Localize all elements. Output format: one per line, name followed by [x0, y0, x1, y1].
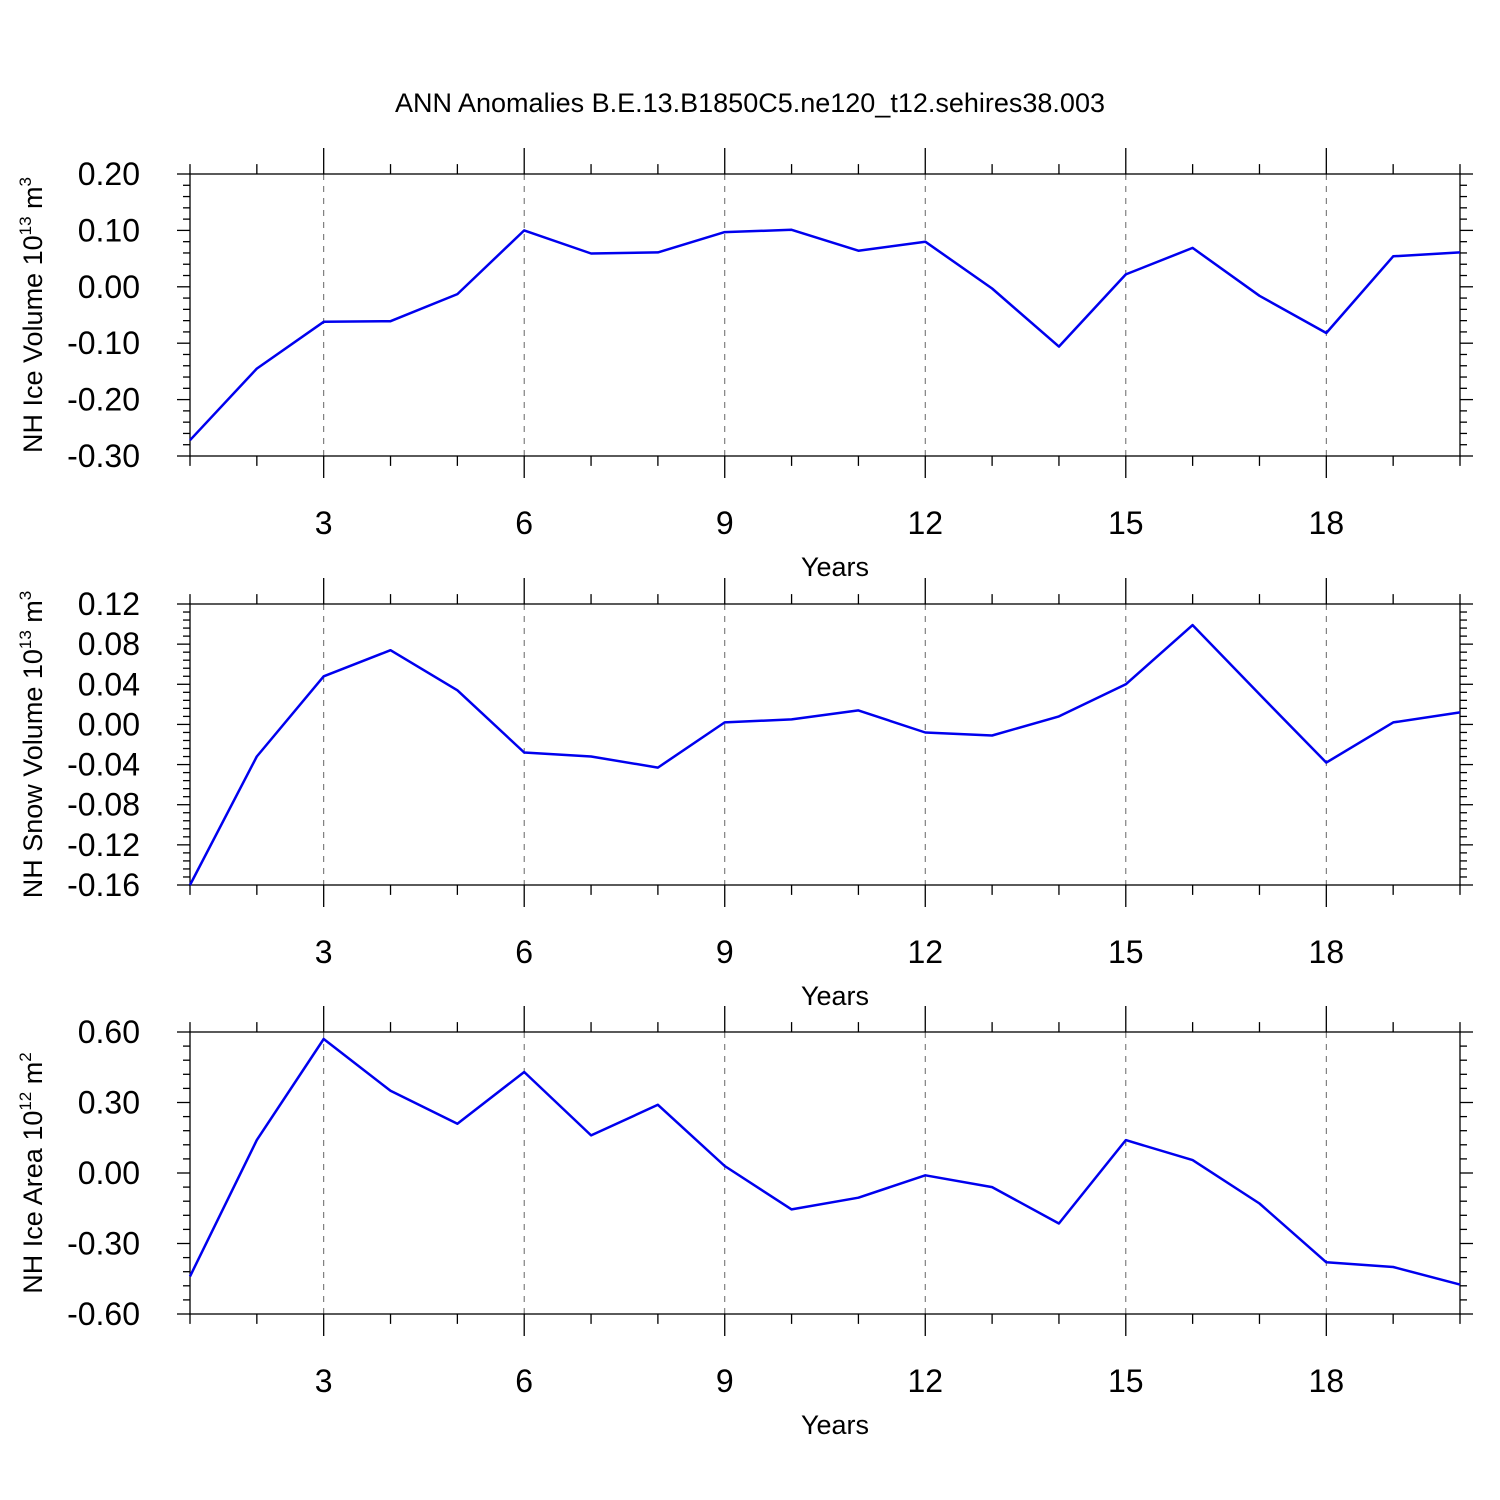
- y-axis-label: NH Ice Volume 1013 m3: [16, 177, 48, 453]
- y-axis-label-exponent: 13: [16, 630, 35, 649]
- figure-title: ANN Anomalies B.E.13.B1850C5.ne120_t12.s…: [395, 88, 1105, 118]
- y-axis-label-text: NH Ice Volume 10: [18, 235, 48, 453]
- y-tick-label: -0.30: [67, 1226, 140, 1262]
- y-axis-label-unit: m: [18, 1062, 48, 1092]
- y-tick-label: -0.16: [67, 867, 140, 903]
- y-axis-label: NH Snow Volume 1013 m3: [16, 591, 48, 899]
- plot-frame: [189, 173, 1461, 457]
- y-axis-label-unit-exponent: 2: [16, 1052, 35, 1061]
- x-tick-label: 9: [716, 934, 734, 970]
- x-tick-label: 9: [716, 1363, 734, 1399]
- x-tick-label: 15: [1108, 1363, 1144, 1399]
- plot-frame: [189, 603, 1461, 886]
- y-tick-label: -0.30: [67, 438, 140, 474]
- y-tick-label: -0.08: [67, 787, 140, 823]
- series-line: [188, 623, 1461, 886]
- y-tick-label: 0.00: [78, 706, 140, 742]
- x-axis-label: Years: [801, 981, 869, 1011]
- y-tick-label: 0.04: [78, 666, 140, 702]
- y-tick-label: 0.10: [78, 212, 140, 248]
- y-tick-label: 0.20: [78, 156, 140, 192]
- y-tick-label: -0.04: [67, 747, 140, 783]
- y-axis-label-text: NH Ice Area 10: [18, 1111, 48, 1294]
- y-tick-label: 0.08: [78, 626, 140, 662]
- y-axis-label-unit: m: [18, 600, 48, 630]
- x-tick-label: 3: [315, 934, 333, 970]
- x-tick-label: 18: [1309, 505, 1345, 541]
- x-tick-label: 3: [315, 1363, 333, 1399]
- y-tick-label: -0.12: [67, 827, 140, 863]
- panel-ice-volume: 3 6 9 12 15 18 Years -0.30 -0.20 -0.10 0.00 0.10 0.2…: [16, 148, 1473, 582]
- x-tick-label: 12: [907, 934, 943, 970]
- x-axis-label: Years: [801, 552, 869, 582]
- y-axis-label-unit-exponent: 3: [16, 177, 35, 186]
- panel-ice-area: 3 6 9 12 15 18 Years -0.60 -0.30 0.00 0.30 0.60 NH I…: [16, 1006, 1473, 1440]
- x-tick-label: 15: [1108, 505, 1144, 541]
- y-axis-label-exponent: 13: [16, 216, 35, 235]
- y-tick-label: 0.60: [78, 1014, 140, 1050]
- y-tick-label: -0.60: [67, 1296, 140, 1332]
- panel-snow-volume: 3 6 9 12 15 18 Years -0.16 -0.12 -0.08 -0.04 0.00 0.…: [16, 578, 1473, 1011]
- x-tick-label: 12: [907, 1363, 943, 1399]
- x-tick-label: 9: [716, 505, 734, 541]
- x-tick-label: 15: [1108, 934, 1144, 970]
- y-tick-label: 0.00: [78, 1155, 140, 1191]
- series-line: [189, 228, 1461, 442]
- x-tick-label: 6: [515, 934, 533, 970]
- x-tick-label: 3: [315, 505, 333, 541]
- x-tick-label: 12: [907, 505, 943, 541]
- y-axis-label-text: NH Snow Volume 10: [18, 649, 48, 898]
- series-line: [188, 1037, 1461, 1286]
- y-axis-label-unit: m: [18, 186, 48, 216]
- y-axis-label-unit-exponent: 3: [16, 591, 35, 600]
- y-axis-label-exponent: 12: [16, 1092, 35, 1111]
- y-tick-label: -0.20: [67, 382, 140, 418]
- x-axis-label: Years: [801, 1410, 869, 1440]
- y-tick-label: 0.12: [78, 586, 140, 622]
- x-tick-label: 6: [515, 505, 533, 541]
- plot-frame: [189, 1031, 1461, 1315]
- y-tick-label: 0.30: [78, 1085, 140, 1121]
- y-tick-label: 0.00: [78, 269, 140, 305]
- x-tick-label: 18: [1309, 1363, 1345, 1399]
- y-axis-label: NH Ice Area 1012 m2: [16, 1052, 48, 1293]
- y-tick-label: -0.10: [67, 325, 140, 361]
- x-tick-label: 18: [1309, 934, 1345, 970]
- x-tick-label: 6: [515, 1363, 533, 1399]
